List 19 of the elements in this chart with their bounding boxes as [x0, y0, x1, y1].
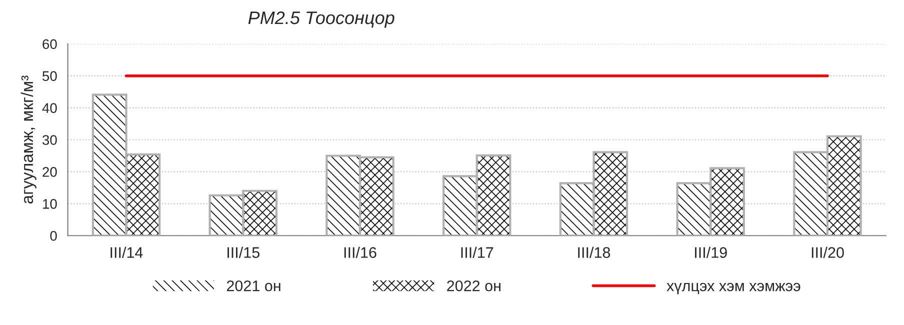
x-tick-label: III/15	[228, 246, 260, 258]
x-tick-label: III/17	[461, 246, 494, 258]
x-tick-label: III/18	[578, 246, 610, 258]
y-tick-label: 20	[42, 167, 57, 177]
y-tick-label: 10	[42, 199, 57, 209]
y-axis-title: агууламж, мкг/м³	[20, 76, 36, 204]
y-tick-label: 0	[50, 230, 57, 241]
x-tick-label: III/16	[344, 246, 376, 258]
x-tick-label: III/14	[110, 246, 143, 258]
y-tick-label: 40	[42, 103, 57, 113]
y-tick-label: 60	[42, 39, 57, 50]
legend-label: 2022 он	[447, 280, 500, 292]
x-tick-label: III/19	[695, 246, 727, 258]
y-tick-label: 50	[42, 71, 57, 82]
x-tick-label: III/20	[812, 246, 844, 258]
chart-title: PM2.5 Тоосонцор	[248, 11, 394, 28]
y-tick-label: 30	[42, 135, 57, 145]
legend-label: 2021 он	[226, 280, 280, 292]
legend-label: хүлцэх хэм хэмжээ	[666, 282, 800, 294]
